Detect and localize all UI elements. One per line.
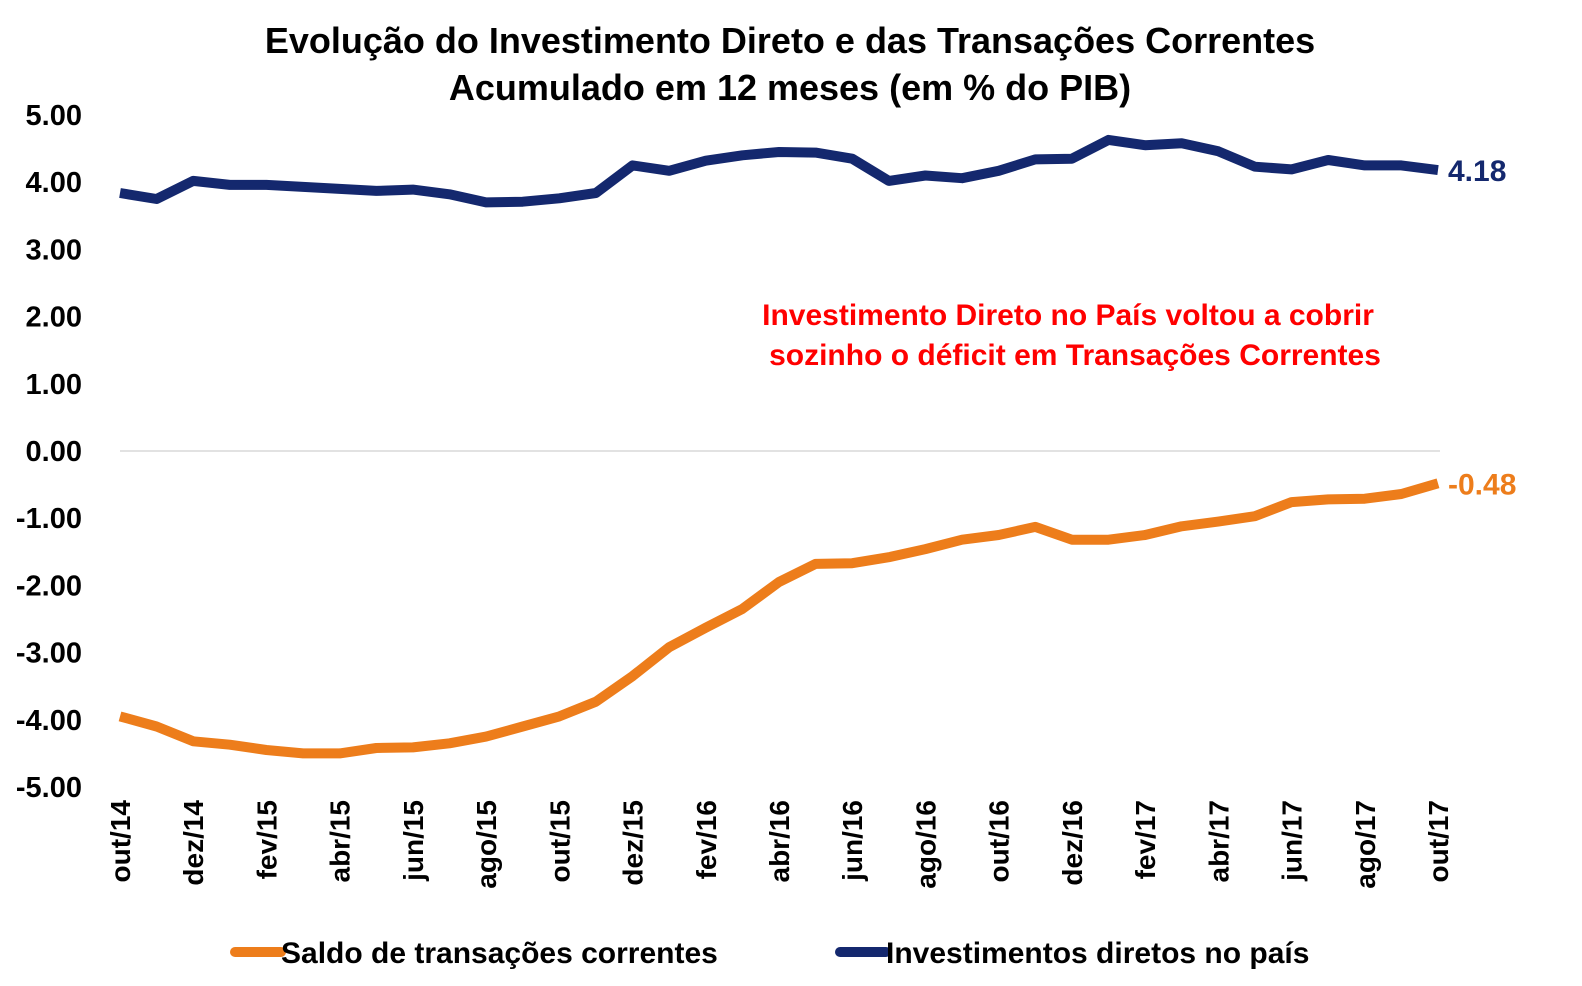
y-tick-label: -4.00	[16, 705, 82, 737]
annotation-line1: Investimento Direto no País voltou a cob…	[762, 299, 1374, 332]
y-tick-label: -5.00	[16, 772, 82, 804]
series-layer: -0.48 4.18	[118, 134, 1516, 759]
x-tick-label: ago/16	[910, 800, 941, 889]
series-line-0	[118, 478, 1440, 759]
x-tick-label: fev/15	[251, 800, 282, 879]
series-end-label-0: -0.48	[1448, 468, 1516, 501]
legend: Saldo de transações correntes Investimen…	[230, 937, 1309, 970]
x-tick-label: jun/17	[1277, 800, 1308, 882]
x-tick-label: out/16	[984, 800, 1015, 882]
chart-title-line1: Evolução do Investimento Direto e das Tr…	[265, 20, 1315, 61]
y-tick-label: 1.00	[26, 369, 82, 401]
series-end-label-1: 4.18	[1448, 155, 1506, 188]
x-tick-label: dez/15	[618, 800, 649, 886]
x-tick-label: dez/14	[178, 800, 209, 886]
y-tick-label: -3.00	[16, 638, 82, 670]
x-tick-label: out/17	[1423, 800, 1454, 882]
x-tick-label: fev/16	[691, 800, 722, 879]
x-tick-label: ago/15	[471, 800, 502, 889]
x-tick-label: abr/17	[1203, 800, 1234, 883]
legend-label-current-account: Saldo de transações correntes	[281, 937, 718, 970]
x-tick-label: out/15	[544, 800, 575, 882]
x-tick-label: ago/17	[1350, 800, 1381, 889]
y-axis: 5.00 4.00 3.00 2.00 1.00 0.00 -1.00 -2.00 -3.00 -…	[16, 100, 82, 804]
x-tick-label: jun/16	[837, 800, 868, 882]
series-line-1	[119, 134, 1439, 208]
x-tick-label: jun/15	[398, 800, 429, 882]
y-tick-label: -2.00	[16, 570, 82, 602]
x-tick-label: out/14	[105, 800, 136, 883]
y-tick-label: 2.00	[26, 302, 82, 334]
x-tick-label: fev/17	[1130, 800, 1161, 879]
legend-label-direct-investment: Investimentos diretos no país	[886, 937, 1309, 970]
x-tick-label: abr/15	[325, 800, 356, 883]
y-tick-label: 0.00	[26, 436, 82, 468]
y-tick-label: 4.00	[26, 167, 82, 199]
y-tick-label: 3.00	[26, 234, 82, 266]
y-tick-label: -1.00	[16, 503, 82, 535]
annotation-line2: sozinho o déficit em Transações Corrente…	[769, 339, 1381, 372]
y-tick-label: 5.00	[26, 100, 82, 132]
x-axis: out/14 dez/14 fev/15 abr/15 jun/15 ago/15 out/…	[105, 800, 1454, 889]
x-tick-label: dez/16	[1057, 800, 1088, 886]
x-tick-label: abr/16	[764, 800, 795, 883]
chart-title-line2: Acumulado em 12 meses (em % do PIB)	[449, 67, 1131, 108]
